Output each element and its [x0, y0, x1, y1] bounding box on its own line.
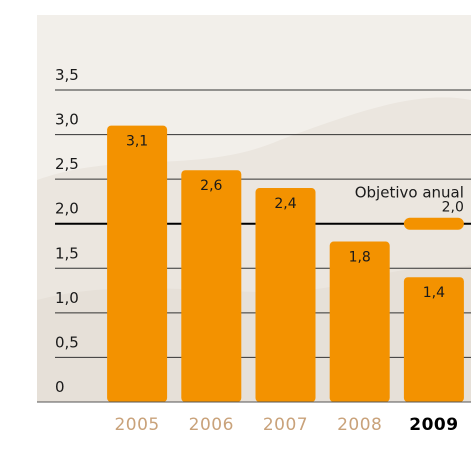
y-tick-label: 1,0 [55, 289, 79, 307]
y-tick-label: 1,5 [55, 244, 79, 262]
y-tick-label: 3,0 [55, 111, 79, 129]
target-value-label: 2,0 [442, 200, 464, 216]
value-label: 2,4 [274, 196, 296, 212]
value-label: 1,8 [349, 250, 371, 266]
bar [107, 125, 168, 403]
y-tick-label: 3,5 [55, 66, 79, 84]
bar [329, 241, 390, 402]
bar [403, 277, 464, 402]
y-tick-label: 2,0 [55, 200, 79, 218]
x-tick-label: 2009 [409, 415, 458, 435]
value-label: 2,6 [200, 178, 222, 194]
x-tick-label: 2005 [114, 415, 159, 435]
target-marker [403, 217, 464, 230]
y-tick-label: 0,5 [55, 333, 79, 351]
bar [181, 170, 242, 402]
y-tick-label: 0 [55, 378, 65, 396]
x-tick-label: 2006 [189, 415, 234, 435]
x-tick-label: 2008 [337, 415, 382, 435]
x-tick-label: 2007 [263, 415, 308, 435]
y-tick-label: 2,5 [55, 155, 79, 173]
value-label: 1,4 [423, 285, 445, 301]
value-label: 3,1 [126, 134, 148, 150]
target-label: Objetivo anual [355, 184, 464, 202]
bar [255, 188, 316, 402]
